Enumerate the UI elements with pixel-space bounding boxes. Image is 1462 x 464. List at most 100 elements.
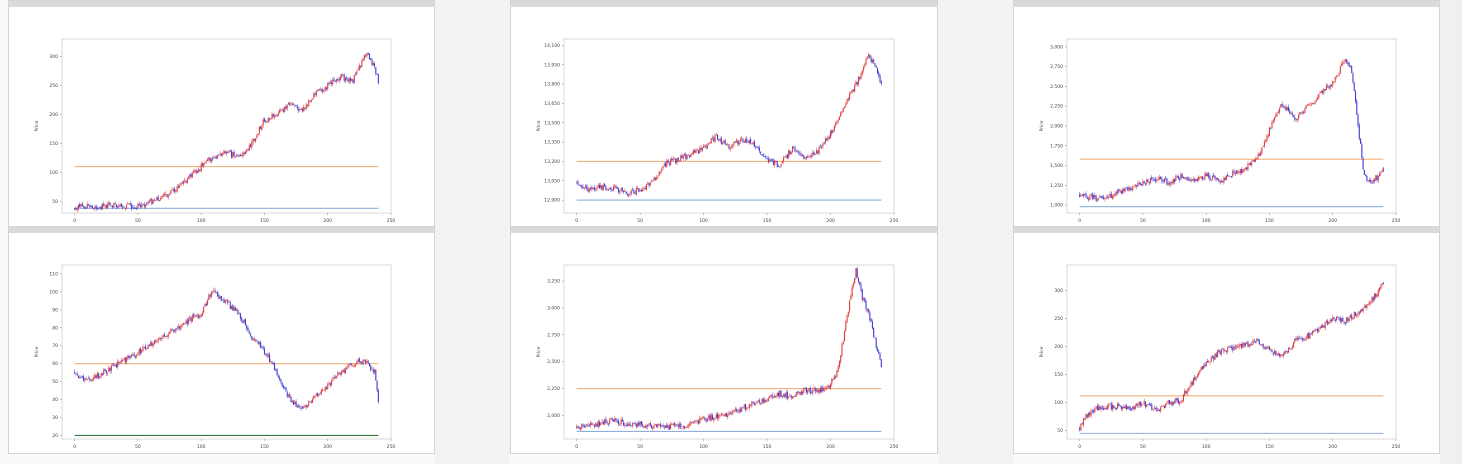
candle-up [838, 361, 840, 368]
candle-up [619, 423, 621, 425]
candle-down [585, 426, 587, 428]
candle-down [347, 79, 349, 82]
candle-up [258, 126, 260, 133]
candle-up [119, 204, 121, 206]
candle-up [267, 117, 269, 123]
candle-up [723, 140, 725, 143]
candle-up [838, 117, 840, 121]
candle-up [842, 342, 844, 345]
candle-down [742, 139, 744, 143]
candle-down [1119, 405, 1121, 406]
x-tick-label: 150 [260, 218, 269, 224]
candle-down [1285, 106, 1287, 111]
y-tick-label: 3,000 [547, 305, 560, 311]
candle-up [1353, 312, 1355, 319]
candle-up [600, 422, 602, 425]
candle-up [305, 104, 307, 110]
candle-up [1280, 104, 1282, 108]
candle-up [315, 90, 317, 96]
y-tick-label: 60 [52, 361, 58, 367]
candle-up [1152, 409, 1154, 410]
candle-up [320, 389, 322, 394]
candle-down [229, 302, 231, 309]
candle-up [648, 423, 650, 425]
candle-up [643, 188, 645, 190]
candle-down [1194, 376, 1196, 380]
candle-down [172, 330, 174, 332]
candle-up [725, 144, 728, 146]
candle-up [208, 157, 210, 160]
candle-up [1224, 350, 1226, 351]
candle-up [308, 401, 310, 406]
candle-up [590, 187, 592, 190]
candle-down [779, 166, 781, 168]
candle-up [291, 103, 293, 105]
x-tick-label: 200 [323, 218, 332, 224]
candle-down [1099, 406, 1101, 410]
candle-up [719, 138, 721, 141]
candle-up [680, 155, 682, 162]
candle-down [295, 401, 297, 407]
candle-down [1339, 318, 1341, 322]
candle-down [95, 206, 97, 209]
candle-up [77, 204, 79, 209]
candle-down [1091, 410, 1093, 412]
candle-up [193, 171, 195, 173]
candle-down [1289, 110, 1291, 114]
x-tick-label: 200 [323, 444, 332, 450]
candle-up [333, 376, 335, 379]
candle-down [185, 180, 187, 183]
candle-up [776, 392, 778, 396]
candle-down [1079, 428, 1081, 430]
candle-up [320, 89, 322, 91]
candle-up [1320, 91, 1322, 93]
candle-up [294, 401, 296, 405]
candle-up [585, 185, 587, 188]
candle-up [767, 398, 769, 402]
candle-up [1348, 318, 1350, 322]
x-tick-label: 50 [637, 218, 643, 224]
candle-up [246, 149, 248, 152]
candle-down [1129, 407, 1131, 410]
candle-down [124, 357, 126, 362]
candle-up [1146, 180, 1148, 184]
plot-frame [61, 264, 392, 440]
candle-up [814, 153, 816, 155]
candle-up [182, 322, 185, 325]
candle-down [1247, 341, 1249, 347]
candle-down [133, 207, 135, 209]
candle-up [682, 155, 684, 159]
candle-down [640, 421, 642, 425]
candle-up [827, 136, 829, 141]
candle-down [610, 187, 612, 190]
candle-up [324, 387, 326, 391]
candle-down [781, 396, 783, 398]
candle-up [1342, 62, 1344, 65]
candle-down [261, 346, 263, 348]
candle-up [213, 157, 215, 159]
candle-down [1176, 176, 1178, 178]
candle-up [812, 389, 814, 394]
candle-up [236, 309, 238, 311]
candle-down [1137, 404, 1139, 406]
candle-down [134, 355, 136, 357]
candle-down [601, 185, 603, 190]
candle-down [199, 169, 201, 171]
candle-up [722, 413, 724, 415]
candle-up [371, 369, 373, 371]
candle-up [234, 156, 236, 158]
candle-up [658, 423, 660, 425]
candle-down [1241, 344, 1243, 348]
candle-up [843, 330, 846, 342]
x-tick-label: 0 [73, 444, 76, 450]
candle-down [758, 147, 761, 152]
candle-up [653, 424, 655, 427]
candle-down [300, 408, 302, 409]
candle-up [1203, 365, 1205, 369]
candle-up [1252, 340, 1254, 345]
y-tick-label: 150 [49, 141, 58, 147]
page-scrollbar[interactable] [1440, 0, 1462, 464]
candle-up [253, 339, 255, 341]
candle-down [720, 138, 722, 144]
candle-down [195, 316, 197, 317]
